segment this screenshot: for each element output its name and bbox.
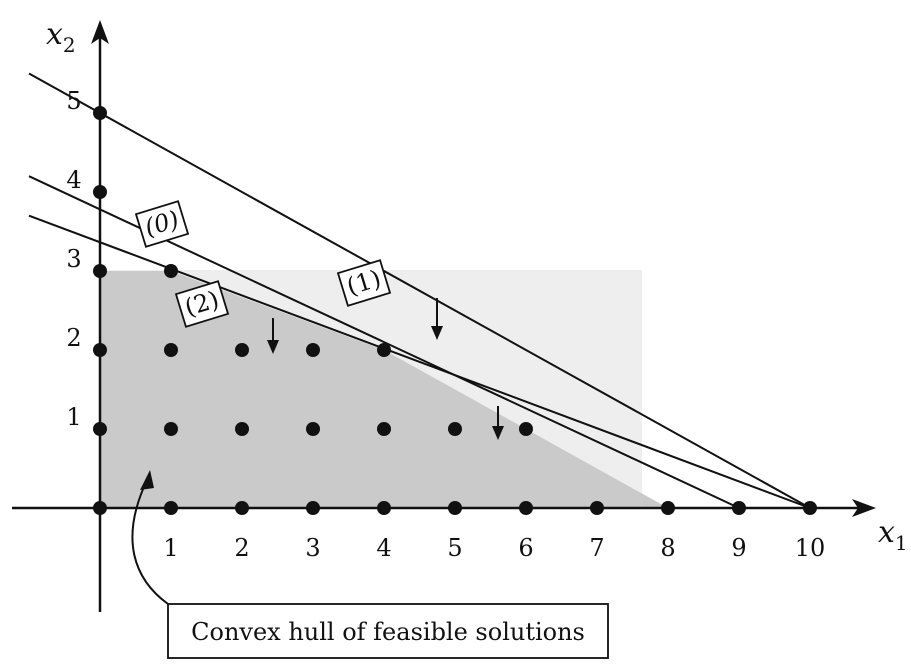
lattice-point: [661, 501, 675, 515]
lattice-point: [93, 185, 107, 199]
lattice-point: [164, 422, 178, 436]
y-tick-label: 2: [66, 324, 81, 352]
lattice-point: [306, 422, 320, 436]
lattice-point: [306, 343, 320, 357]
y-axis-title: x2: [46, 17, 76, 57]
direction-arrows: [267, 298, 504, 440]
lattice-point: [164, 264, 178, 278]
y-tick-label: 3: [66, 245, 81, 273]
x-tick-labels: 1 2 3 4 5 6 7 8 9 10: [163, 534, 825, 562]
lattice-point: [93, 343, 107, 357]
label-objective: (0): [134, 200, 190, 248]
caption-border: [167, 603, 609, 659]
integer-points: [93, 106, 817, 515]
arrow-objective: [492, 406, 504, 440]
lattice-point: [519, 501, 533, 515]
label-constraint-1: (1): [336, 259, 392, 307]
x-tick-label: 7: [589, 534, 604, 562]
y-tick-label: 1: [66, 403, 81, 431]
lattice-point: [732, 501, 746, 515]
lattice-point: [377, 501, 391, 515]
lattice-point: [803, 501, 817, 515]
x-tick-label: 6: [518, 534, 533, 562]
lattice-point: [448, 422, 462, 436]
lattice-point: [590, 501, 604, 515]
lattice-point: [306, 501, 320, 515]
lattice-point: [93, 106, 107, 120]
x-tick-label: 8: [660, 534, 675, 562]
y-tick-label: 4: [66, 166, 81, 194]
x-tick-label: 2: [234, 534, 249, 562]
y-axis-arrowhead: [91, 20, 109, 44]
x-axis-title: x1: [878, 515, 908, 555]
lattice-point: [164, 343, 178, 357]
lattice-point: [235, 422, 249, 436]
x-tick-label: 1: [163, 534, 178, 562]
arrow-constraint-2: [267, 318, 279, 354]
lattice-point: [235, 343, 249, 357]
label-constraint-2: (2): [174, 280, 230, 328]
convex-hull-region: [100, 271, 668, 508]
x-tick-label: 5: [447, 534, 462, 562]
line-constraint-2: [28, 214, 811, 509]
lattice-point: [235, 501, 249, 515]
caption-pointer-arrowhead: [140, 470, 154, 490]
lattice-point: [448, 501, 462, 515]
lattice-point: [164, 501, 178, 515]
lattice-point: [93, 501, 107, 515]
lattice-point: [377, 422, 391, 436]
lattice-point: [377, 343, 391, 357]
lattice-point: [93, 264, 107, 278]
x-tick-label: 10: [795, 534, 826, 562]
caption-text: Convex hull of feasible solutions: [191, 618, 585, 646]
arrow-constraint-1: [431, 298, 443, 340]
x-tick-label: 9: [731, 534, 746, 562]
line-constraint-1: [28, 72, 811, 509]
x-axis-arrowhead: [852, 499, 876, 517]
x-tick-label: 3: [305, 534, 320, 562]
caption-pointer: [131, 477, 169, 605]
x-tick-label: 4: [376, 534, 391, 562]
lattice-point: [93, 422, 107, 436]
lattice-point: [519, 422, 533, 436]
y-tick-labels: 1 2 3 4 5: [66, 87, 81, 431]
y-tick-label: 5: [66, 87, 81, 115]
